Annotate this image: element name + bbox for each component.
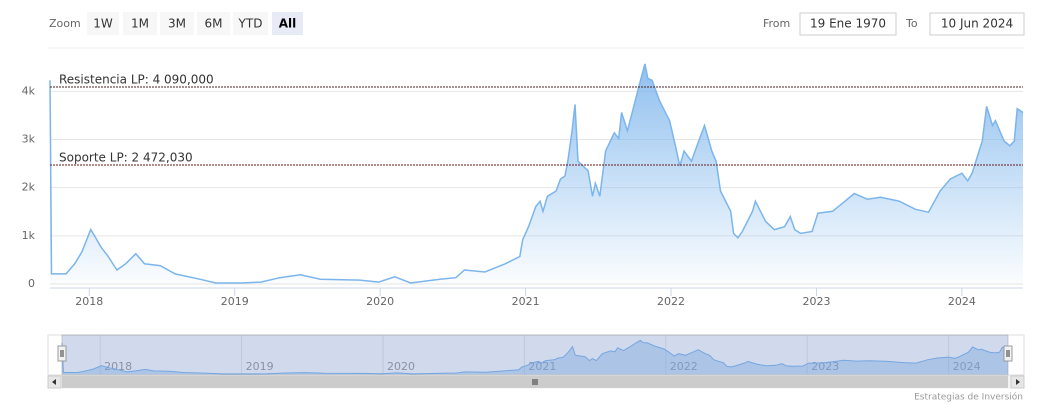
zoom-button-label[interactable]: 6M — [205, 17, 223, 31]
zoom-button-bg[interactable] — [87, 12, 119, 35]
navigator-tick-label: 2018 — [104, 360, 132, 373]
zoom-button-label[interactable]: All — [279, 17, 297, 31]
series-line — [49, 63, 1024, 284]
credits[interactable]: Estrategias de Inversión — [914, 392, 1023, 403]
zoom-button-bg[interactable] — [197, 12, 230, 35]
zoom-button[interactable]: 6M — [197, 12, 230, 35]
zoom-button-label[interactable]: 1M — [131, 17, 149, 31]
zoom-button-label[interactable]: 3M — [168, 17, 186, 31]
x-tick-label: 2019 — [221, 295, 249, 308]
zoom-button[interactable]: 3M — [160, 12, 194, 35]
zoom-button-bg[interactable] — [160, 12, 194, 35]
from-value[interactable]: 19 Ene 1970 — [810, 17, 886, 31]
x-tick-label: 2020 — [366, 295, 394, 308]
x-tick-label: 2018 — [75, 295, 103, 308]
navigator-outline — [47, 334, 1025, 376]
zoom-button-label[interactable]: 1W — [93, 17, 113, 31]
zoom-button[interactable]: All — [272, 12, 303, 35]
x-tick-label: 2024 — [948, 295, 976, 308]
zoom-button-bg[interactable] — [233, 12, 268, 35]
scrollbar-right-arrow — [1016, 379, 1020, 385]
x-tick-label: 2022 — [657, 295, 685, 308]
y-tick-label: 1k — [22, 229, 36, 242]
navigator-line — [61, 339, 1009, 375]
zoom-button-bg[interactable] — [123, 12, 157, 35]
y-tick-label: 2k — [22, 181, 36, 194]
from-label: From — [763, 17, 790, 30]
plot-line-label: Soporte LP: 2 472,030 — [59, 150, 193, 164]
zoom-button[interactable]: YTD — [233, 12, 268, 35]
zoom-button[interactable]: 1M — [123, 12, 157, 35]
y-tick-label: 3k — [22, 133, 36, 146]
navigator-tick-label: 2019 — [246, 360, 274, 373]
scrollbar-left-arrow — [52, 379, 56, 385]
navigator-tick-label: 2020 — [387, 360, 415, 373]
x-tick-label: 2023 — [802, 295, 830, 308]
zoom-label: Zoom — [49, 17, 81, 30]
x-tick-label: 2021 — [512, 295, 540, 308]
y-tick-label: 0 — [28, 277, 35, 290]
y-tick-label: 4k — [22, 84, 36, 97]
from-input[interactable] — [799, 12, 897, 36]
zoom-button[interactable]: 1W — [87, 12, 119, 35]
navigator-mask — [61, 334, 1009, 376]
plot-line-label: Resistencia LP: 4 090,000 — [59, 73, 214, 87]
to-label: To — [905, 17, 918, 30]
series-area — [50, 63, 1023, 285]
navigator-handle[interactable] — [1003, 345, 1013, 362]
navigator-handle[interactable] — [57, 345, 67, 362]
navigator-tick-label: 2022 — [670, 360, 698, 373]
zoom-button-bg[interactable] — [272, 12, 303, 35]
to-input[interactable] — [929, 12, 1025, 36]
zoom-button-label[interactable]: YTD — [238, 17, 263, 31]
navigator-tick-label: 2024 — [953, 360, 981, 373]
navigator-tick-label: 2021 — [528, 360, 556, 373]
to-value[interactable]: 10 Jun 2024 — [941, 17, 1013, 31]
